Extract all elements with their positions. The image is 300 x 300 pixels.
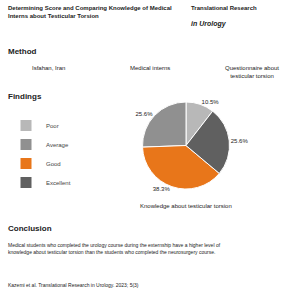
svg-text:Excellent: Excellent bbox=[46, 180, 71, 186]
svg-text:Poor: Poor bbox=[46, 123, 59, 129]
svg-text:in Urology: in Urology bbox=[191, 20, 227, 28]
svg-text:Kazemi et al. Translational Re: Kazemi et al. Translational Research in … bbox=[8, 282, 139, 288]
svg-text:Method: Method bbox=[8, 47, 37, 56]
svg-text:25.6%: 25.6% bbox=[135, 111, 153, 117]
svg-text:Medical interns: Medical interns bbox=[130, 65, 170, 71]
svg-text:Good: Good bbox=[46, 161, 61, 167]
svg-text:Medical students who completed: Medical students who completed the urolo… bbox=[8, 242, 221, 255]
svg-text:Determining Score and Comparin: Determining Score and Comparing Knowledg… bbox=[8, 5, 172, 19]
svg-text:Conclusion: Conclusion bbox=[8, 224, 52, 233]
svg-text:10.5%: 10.5% bbox=[202, 99, 220, 105]
svg-text:Translational Research: Translational Research bbox=[191, 5, 257, 11]
svg-text:25.6%: 25.6% bbox=[231, 138, 249, 144]
svg-text:Average: Average bbox=[46, 142, 69, 148]
svg-text:Questionnaire abouttesticular: Questionnaire abouttesticular torsion bbox=[225, 65, 279, 79]
svg-text:Findings: Findings bbox=[8, 92, 42, 101]
svg-text:38.3%: 38.3% bbox=[153, 186, 171, 192]
svg-text:Knowledge about testicular tor: Knowledge about testicular torsion bbox=[140, 203, 232, 209]
svg-text:Isfahan, Iran: Isfahan, Iran bbox=[32, 65, 65, 71]
